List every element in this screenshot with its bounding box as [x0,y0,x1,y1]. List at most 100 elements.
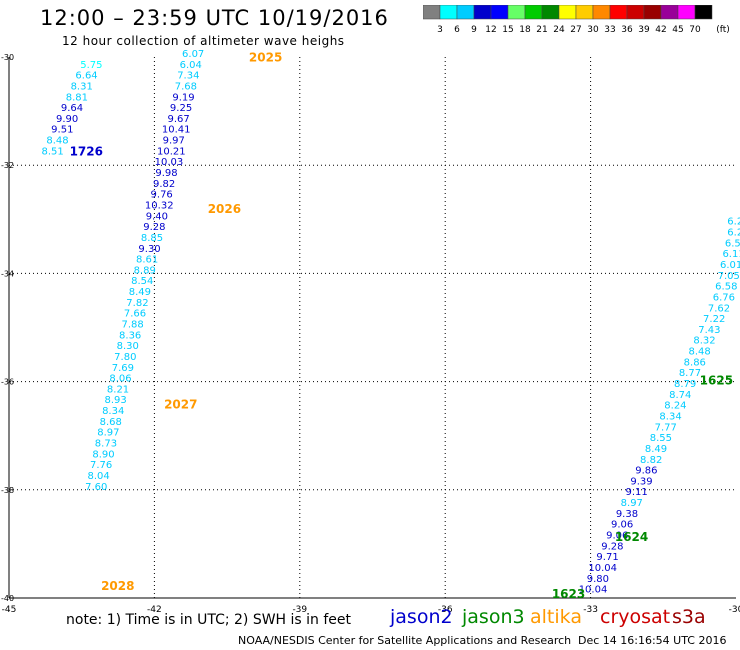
wave-height-value: 8.82 [640,455,662,466]
wave-height-value: 7.77 [655,422,677,433]
wave-height-value: 8.34 [659,411,681,422]
x-tick-label: -42 [147,605,162,615]
wave-height-value: 8.32 [693,336,715,347]
wave-height-value: 7.88 [121,320,143,331]
color-scale-label: 9 [471,25,477,35]
wave-height-value: 8.79 [674,379,696,390]
color-scale-label: 33 [604,25,615,35]
wave-height-value: 9.30 [138,244,160,255]
generation-timestamp: Dec 14 16:16:54 UTC 2016 [578,634,727,647]
satellite-legend-altika: altika [530,606,582,628]
color-scale-label: 18 [519,25,531,35]
time-label: 1624 [615,530,648,544]
color-scale-legend: 3 6 9 12 15 18 21 24 27 30 33 36 39 42 45 70 (ft) [423,5,730,35]
wave-height-value: 8.74 [669,390,691,401]
color-scale-label: 70 [689,25,701,35]
color-scale-label: 30 [587,25,599,35]
satellite-legend-cryosat: cryosat [600,606,671,628]
credit-line: NOAA/NESDIS Center for Satellite Applica… [238,634,572,647]
wave-height-value: 9.06 [611,520,633,531]
x-tick-label: -45 [2,605,17,615]
wave-height-value: 6.64 [75,71,97,82]
wave-height-value: 5.75 [80,60,102,71]
y-tick-label: -38 [1,486,14,495]
color-scale-unit: (ft) [716,25,730,35]
y-tick-label: -32 [1,161,14,170]
wave-height-value: 9.28 [143,222,165,233]
wave-height-value: 8.36 [119,330,141,341]
time-label: 2028 [101,579,134,593]
wave-height-value: 9.28 [601,541,623,552]
wave-height-value: 8.49 [645,444,667,455]
color-scale-label: 27 [570,25,581,35]
wave-height-value: 9.64 [61,103,83,114]
wave-height-value: 10.41 [162,125,191,136]
color-scale-swatch [694,5,713,20]
wave-height-value: 8.24 [664,401,686,412]
wave-height-value: 9.25 [170,103,192,114]
wave-height-value: 7.62 [708,303,730,314]
x-tick-label: -33 [583,605,598,615]
wave-height-value: 7.05 [718,271,740,282]
wave-height-value: 6.20 [727,217,740,228]
wave-height-value: 8.31 [71,81,93,92]
wave-height-value: 8.77 [679,368,701,379]
time-label: 2026 [208,202,241,216]
time-label: 2025 [249,50,282,64]
color-scale-label: 36 [621,25,633,35]
wave-height-value: 8.90 [92,449,114,460]
wave-height-value: 7.22 [703,314,725,325]
time-label: 1726 [70,144,103,158]
wave-height-value: 8.34 [102,406,124,417]
wave-height-value: 8.85 [141,233,163,244]
wave-height-value: 6.76 [713,292,735,303]
wave-height-value: 6.20 [727,228,740,239]
color-scale-label: 42 [655,25,666,35]
wave-height-value: 8.93 [104,395,126,406]
footnote: note: 1) Time is in UTC; 2) SWH is in fe… [66,612,352,628]
wave-height-value: 6.01 [720,260,740,271]
y-tick-label: -34 [1,269,14,278]
wave-height-value: 8.68 [100,417,122,428]
color-scale-label: 6 [454,25,460,35]
wave-height-value: 6.07 [182,49,204,60]
wave-height-value: 7.82 [126,298,148,309]
wave-height-value: 8.81 [66,92,88,103]
wave-height-value: 9.67 [168,114,190,125]
color-scale-label: 3 [437,25,443,35]
color-scale-label: 24 [553,25,565,35]
wave-height-value: 9.71 [596,552,618,563]
wave-height-value: 6.11 [722,249,740,260]
wave-height-value: 8.04 [88,471,110,482]
chart-title: 12:00 – 23:59 UTC 10/19/2016 [40,6,389,30]
wave-height-value: 9.51 [51,125,73,136]
wave-height-value: 7.66 [124,309,146,320]
wave-height-value: 8.89 [134,265,156,276]
wave-height-value: 9.97 [163,136,185,147]
wave-height-value: 8.97 [97,428,119,439]
wave-height-value: 7.68 [175,81,197,92]
wave-height-value: 8.55 [650,433,672,444]
wave-height-value: 6.04 [180,60,202,71]
time-label: 1625 [700,373,733,387]
x-tick-label: -36 [438,605,453,615]
wave-height-value: 7.43 [698,325,720,336]
wave-height-value: 8.48 [689,347,711,358]
wave-height-value: 8.49 [129,287,151,298]
wave-height-value: 8.86 [684,357,706,368]
satellite-legend-s3a: s3a [672,606,706,628]
wave-height-value: 7.80 [114,352,136,363]
wave-height-value: 8.97 [621,498,643,509]
wave-height-value: 9.76 [151,190,173,201]
color-scale-label: 45 [672,25,683,35]
wave-height-value: 8.48 [46,136,68,147]
wave-height-value: 6.56 [725,238,740,249]
wave-height-value: 7.69 [112,363,134,374]
wave-height-value: 9.38 [616,509,638,520]
wave-height-value: 7.34 [177,71,199,82]
wave-height-value: 9.80 [587,574,609,585]
x-tick-label: -30 [729,605,740,615]
y-tick-label: -36 [1,378,14,387]
time-label: 1623 [552,587,585,601]
wave-height-value: 7.60 [85,482,107,493]
